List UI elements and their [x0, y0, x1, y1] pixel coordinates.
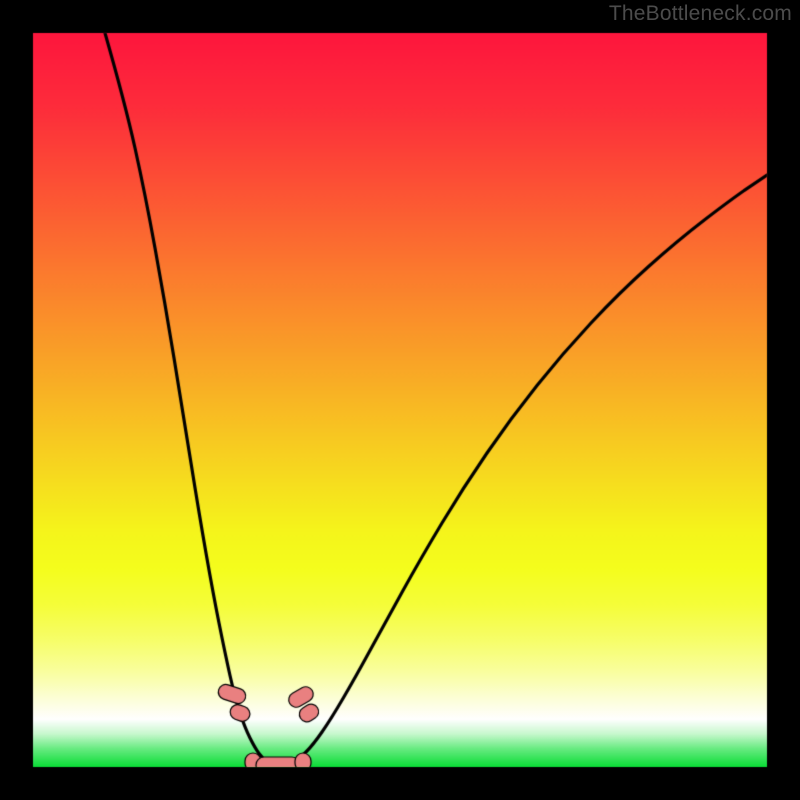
bottleneck-curve: [0, 0, 800, 800]
chart-root: TheBottleneck.com: [0, 0, 800, 800]
watermark-text: TheBottleneck.com: [609, 2, 792, 26]
